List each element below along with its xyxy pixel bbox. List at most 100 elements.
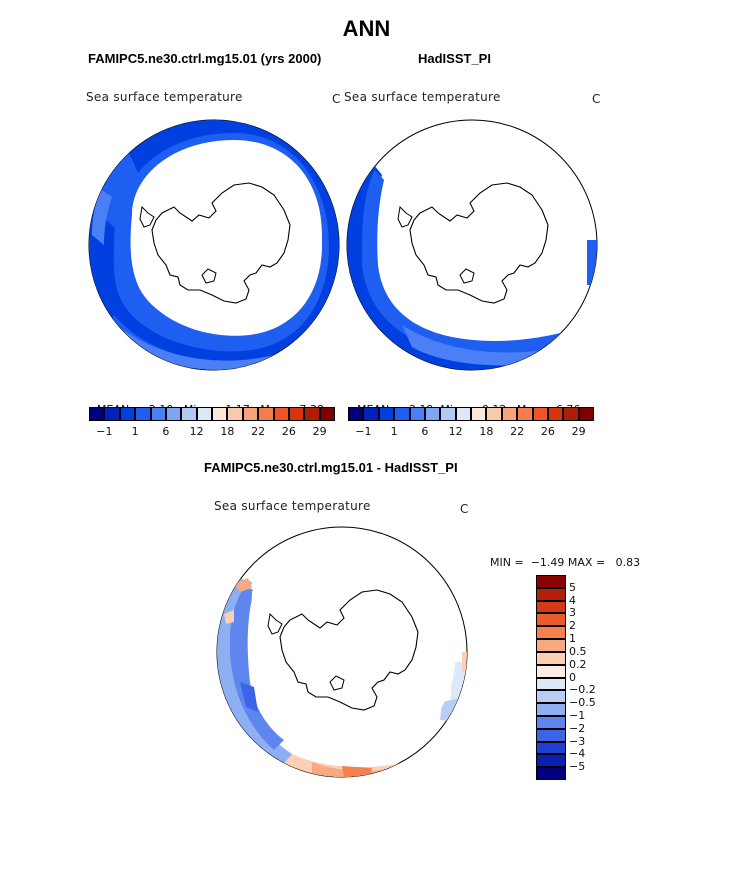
- diff-colorbar-label: −3: [569, 734, 586, 748]
- colorbar-swatch: [242, 407, 259, 421]
- colorbar-swatch: [150, 407, 166, 421]
- diff-colorbar-swatch: [536, 651, 566, 665]
- colorbar-tick-label: 1: [131, 425, 139, 438]
- colorbar-tick-label: 26: [540, 425, 555, 438]
- diff-colorbar-swatch: [536, 677, 566, 691]
- diff-colorbar-label: 5: [569, 580, 576, 594]
- colorbar-swatch: [304, 407, 320, 421]
- diff-polar-map: [216, 526, 468, 778]
- colorbar-tick-label: 22: [251, 425, 266, 438]
- diff-colorbar-label: 0: [569, 670, 576, 684]
- colorbar-swatch: [547, 407, 564, 421]
- colorbar-swatch: [104, 407, 120, 421]
- colorbar-tick-label: 29: [571, 425, 586, 438]
- diff-colorbar-swatch: [536, 754, 566, 768]
- colorbar-tick-label: 12: [189, 425, 204, 438]
- diff-colorbar-label: −0.2: [569, 683, 596, 697]
- colorbar-swatch: [273, 407, 289, 421]
- diff-coastline: [279, 589, 419, 711]
- colorbar-swatch: [258, 407, 274, 421]
- colorbar-tick-label: 22: [510, 425, 525, 438]
- model-coastline: [151, 182, 291, 304]
- colorbar-tick-label: 18: [220, 425, 235, 438]
- model-colorbar: [89, 407, 335, 421]
- diff-units-label: C: [460, 502, 469, 516]
- diff-min-label: MIN =: [490, 556, 524, 569]
- diff-colorbar-swatch: [536, 715, 566, 729]
- diff-colorbar-swatch: [536, 703, 566, 716]
- diff-colorbar-label: 4: [569, 593, 576, 607]
- colorbar-swatch: [501, 407, 518, 421]
- diff-variable-label: Sea surface temperature: [214, 499, 371, 513]
- colorbar-tick-label: −1: [96, 425, 113, 438]
- page-title: ANN: [342, 16, 391, 41]
- colorbar-swatch: [471, 407, 487, 421]
- colorbar-tick-label: 29: [312, 425, 327, 438]
- obs-colorbar-ticks: −1 1 6 12 18 22 26 29: [348, 425, 594, 439]
- colorbar-swatch: [212, 407, 228, 421]
- diff-colorbar: [536, 575, 566, 780]
- colorbar-tick-label: 12: [448, 425, 463, 438]
- colorbar-swatch: [363, 407, 379, 421]
- colorbar-tick-label: 6: [421, 425, 429, 438]
- colorbar-swatch: [288, 407, 305, 421]
- colorbar-swatch: [409, 407, 425, 421]
- model-units-label: C: [332, 92, 341, 106]
- colorbar-swatch: [119, 407, 136, 421]
- model-variable-label: Sea surface temperature: [86, 90, 243, 104]
- obs-coastline: [409, 182, 549, 304]
- colorbar-swatch: [319, 407, 335, 421]
- diff-colorbar-label: 0.2: [569, 657, 587, 671]
- diff-colorbar-label: 0.5: [569, 644, 587, 658]
- colorbar-swatch: [227, 407, 243, 421]
- colorbar-tick-label: 26: [281, 425, 296, 438]
- colorbar-swatch: [517, 407, 533, 421]
- diff-colorbar-swatch: [536, 575, 566, 588]
- colorbar-swatch: [394, 407, 410, 421]
- colorbar-tick-label: 6: [162, 425, 170, 438]
- colorbar-tick-label: 18: [479, 425, 494, 438]
- colorbar-swatch: [196, 407, 212, 421]
- colorbar-tick-label: 1: [390, 425, 398, 438]
- obs-units-label: C: [592, 92, 601, 106]
- diff-colorbar-swatch: [536, 664, 566, 678]
- obs-variable-label: Sea surface temperature: [344, 90, 501, 104]
- colorbar-swatch: [165, 407, 182, 421]
- diff-colorbar-label: 1: [569, 632, 576, 646]
- diff-max-value: 0.83: [615, 556, 641, 569]
- model-colorbar-ticks: −1 1 6 12 18 22 26 29: [89, 425, 335, 439]
- diff-colorbar-swatch: [536, 767, 566, 780]
- colorbar-swatch: [455, 407, 471, 421]
- diff-max-label: MAX =: [567, 556, 606, 569]
- diff-min-value: −1.49: [530, 556, 565, 569]
- diff-colorbar-label: −0.5: [569, 696, 596, 710]
- model-caption: FAMIPC5.ne30.ctrl.mg15.01 (yrs 2000): [88, 51, 322, 66]
- colorbar-swatch: [348, 407, 364, 421]
- colorbar-swatch: [89, 407, 105, 421]
- colorbar-swatch: [181, 407, 197, 421]
- diff-colorbar-label: −2: [569, 721, 586, 735]
- colorbar-swatch: [440, 407, 456, 421]
- colorbar-swatch: [424, 407, 441, 421]
- diff-colorbar-swatch: [536, 728, 566, 742]
- colorbar-swatch: [563, 407, 579, 421]
- diff-colorbar-swatch: [536, 613, 566, 627]
- colorbar-tick-label: −1: [355, 425, 372, 438]
- obs-caption: HadISST_PI: [418, 51, 491, 66]
- diff-colorbar-swatch: [536, 690, 566, 704]
- diff-colorbar-label: −1: [569, 708, 586, 722]
- colorbar-swatch: [135, 407, 151, 421]
- colorbar-swatch: [378, 407, 395, 421]
- diff-colorbar-label: −5: [569, 760, 586, 774]
- diff-colorbar-label: −4: [569, 747, 586, 761]
- diff-colorbar-labels: 5 4 3 2 1 0.5 0.2 0 −0.2 −0.5 −1 −2 −3 −4 −5: [569, 575, 609, 780]
- colorbar-swatch: [578, 407, 594, 421]
- diff-stats: MIN = −1.49 MAX = 0.83: [483, 543, 640, 569]
- diff-colorbar-swatch: [536, 626, 566, 640]
- colorbar-swatch: [486, 407, 502, 421]
- diff-colorbar-swatch: [536, 587, 566, 601]
- diff-colorbar-swatch: [536, 600, 566, 614]
- model-polar-map: [88, 119, 340, 371]
- colorbar-swatch: [532, 407, 548, 421]
- diff-caption: FAMIPC5.ne30.ctrl.mg15.01 - HadISST_PI: [204, 460, 458, 475]
